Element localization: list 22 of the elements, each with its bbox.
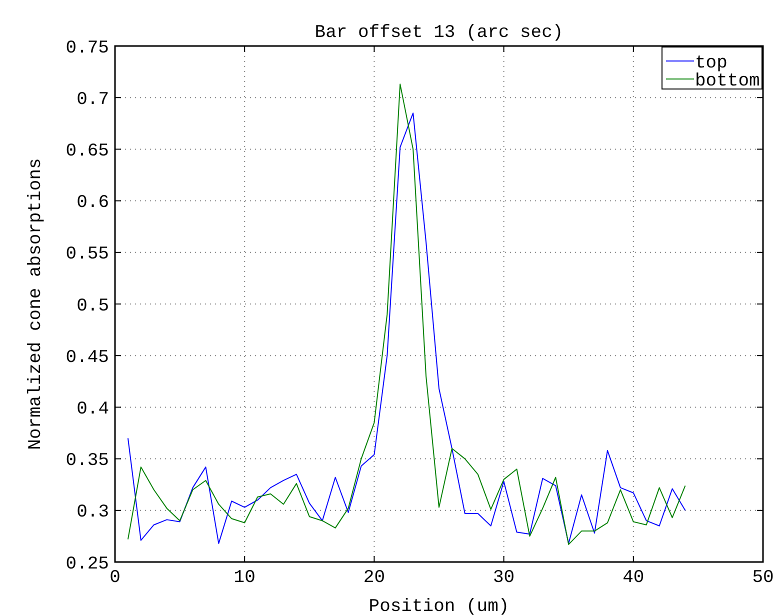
y-tick-label: 0.4 — [76, 400, 109, 420]
y-axis-title: Normalized cone absorptions — [26, 158, 46, 450]
x-tick-label: 0 — [110, 568, 120, 588]
y-tick-label: 0.25 — [66, 554, 109, 574]
y-tick-label: 0.65 — [66, 142, 109, 162]
y-tick-label: 0.7 — [76, 90, 109, 110]
y-tick-label: 0.55 — [66, 244, 109, 265]
x-tick-label: 30 — [492, 568, 515, 588]
legend-label: top — [695, 53, 728, 74]
y-tick-label: 0.6 — [76, 193, 109, 214]
y-tick-label: 0.5 — [76, 296, 109, 316]
chart-title: Bar offset 13 (arc sec) — [314, 23, 564, 43]
y-tick-label: 0.35 — [66, 451, 109, 472]
legend-label: bottom — [695, 71, 760, 92]
x-tick-label: 20 — [363, 568, 386, 588]
x-tick-label: 10 — [234, 568, 256, 588]
y-tick-label: 0.45 — [66, 348, 109, 368]
x-axis-title: Position (um) — [368, 597, 510, 616]
x-tick-label: 50 — [752, 568, 774, 588]
x-tick-label: 40 — [622, 568, 644, 588]
y-tick-label: 0.3 — [76, 502, 109, 523]
y-tick-label: 0.75 — [66, 38, 109, 58]
